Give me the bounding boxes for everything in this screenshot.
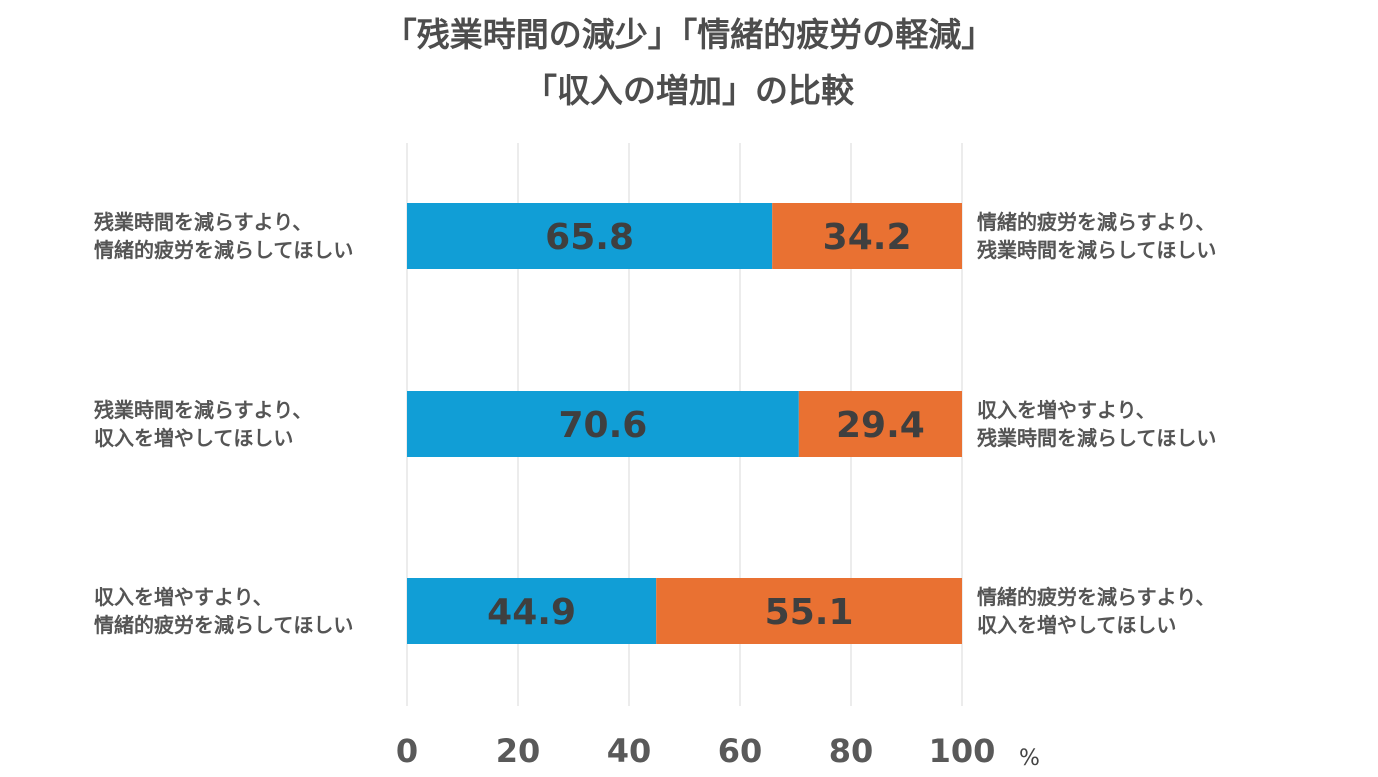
data-label-right: 34.2 [823, 217, 912, 258]
label-line: 残業時間を減らしてほしい [977, 238, 1217, 262]
data-label-left: 65.8 [545, 217, 634, 258]
bar-segment-left [407, 391, 799, 457]
label-line: 情緒的疲労を減らすより、 [977, 210, 1216, 234]
x-tick-label: 100 [929, 732, 996, 770]
x-axis-unit: % [1019, 746, 1040, 771]
bar-segment-left [407, 203, 773, 269]
label-line: 収入を増やしてほしい [94, 426, 294, 450]
right-category-label: 収入を増やすより、残業時間を減らしてほしい [977, 396, 1216, 452]
x-tick-label: 40 [607, 732, 652, 770]
right-category-label: 情緒的疲労を減らすより、 収入を増やしてほしい [977, 583, 1215, 639]
bar-segment-right [772, 203, 962, 269]
x-tick-label: 20 [496, 732, 541, 770]
chart-title-line-1: 「残業時間の減少」「情緒的疲労の軽減」 [383, 15, 995, 54]
left-category-label: 残業時間を減らすより、 収入を増やしてほしい [94, 396, 312, 452]
left-category-label: 収入を増やすより、情緒的疲労を減らしてほしい [94, 583, 353, 639]
chart-title-line-2: 「収入の増加」の比較 [524, 71, 854, 110]
bar-segment-right [798, 391, 962, 457]
label-line: 情緒的疲労を減らしてほしい [94, 238, 354, 262]
data-label-right: 55.1 [765, 592, 854, 633]
label-line: 収入を増やしてほしい [977, 613, 1177, 637]
data-label-left: 70.6 [559, 405, 648, 446]
x-tick-label: 80 [829, 732, 874, 770]
label-line: 残業時間を減らすより、 [94, 210, 313, 234]
bar-segment-left [407, 578, 657, 644]
label-line: 残業時間を減らしてほしい [977, 426, 1217, 450]
right-category-label: 情緒的疲労を減らすより、 残業時間を減らしてほしい [977, 208, 1216, 264]
label-line: 情緒的疲労を減らすより、 [977, 585, 1216, 609]
label-line: 残業時間を減らすより、 [94, 398, 313, 422]
bar-segment-right [656, 578, 962, 644]
label-line: 収入を増やすより、 [977, 398, 1156, 422]
label-line: 情緒的疲労を減らしてほしい [94, 613, 354, 637]
data-label-left: 44.9 [487, 592, 576, 633]
data-label-right: 29.4 [836, 405, 925, 446]
x-tick-label: 60 [718, 732, 763, 770]
left-category-label: 残業時間を減らすより、情緒的疲労を減らしてほしい [94, 208, 353, 264]
x-tick-label: 0 [396, 732, 418, 770]
label-line: 収入を増やすより、 [94, 585, 273, 609]
